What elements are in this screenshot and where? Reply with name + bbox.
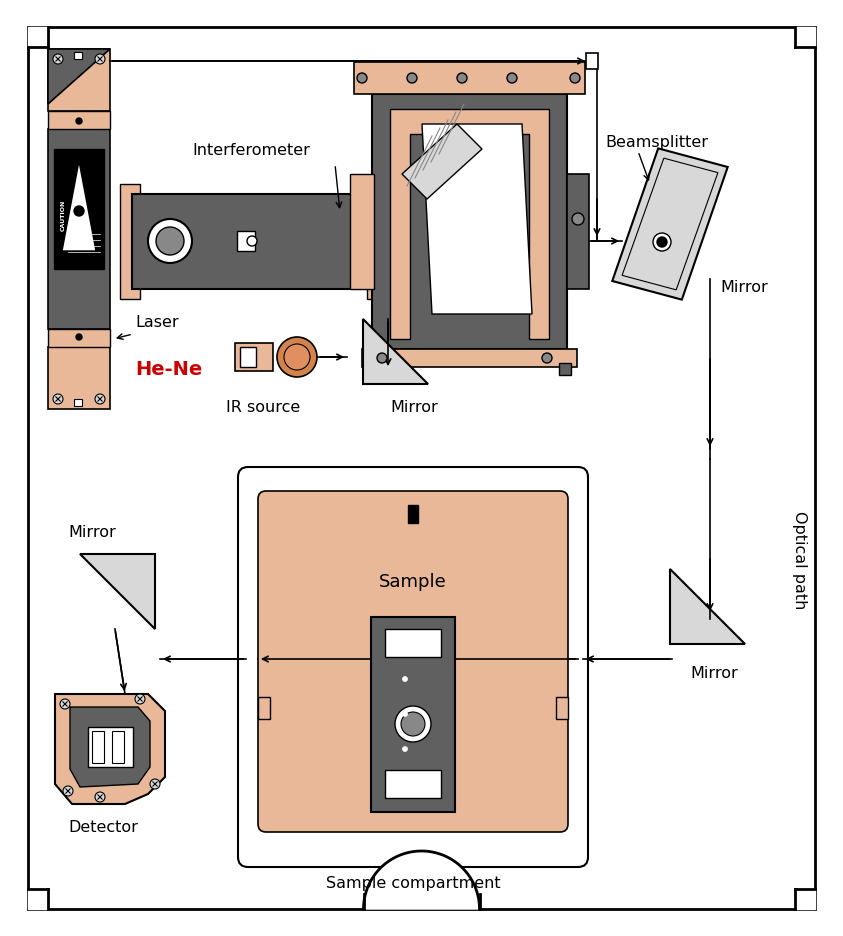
Text: Mirror: Mirror <box>720 280 768 295</box>
Bar <box>408 505 418 523</box>
Circle shape <box>402 677 407 681</box>
Bar <box>54 150 104 270</box>
Polygon shape <box>422 124 532 314</box>
Bar <box>112 731 124 763</box>
Circle shape <box>377 354 387 363</box>
Circle shape <box>148 220 192 264</box>
Polygon shape <box>612 149 728 300</box>
Circle shape <box>135 695 145 704</box>
Circle shape <box>401 712 425 737</box>
Polygon shape <box>48 50 110 105</box>
Bar <box>48 50 110 112</box>
Bar <box>371 618 455 812</box>
Bar <box>795 889 815 909</box>
Circle shape <box>60 699 70 709</box>
Circle shape <box>53 395 63 404</box>
Bar <box>354 63 585 95</box>
Text: Interferometer: Interferometer <box>192 143 310 158</box>
Bar <box>74 53 82 60</box>
Circle shape <box>402 747 407 752</box>
Circle shape <box>507 74 517 84</box>
Polygon shape <box>363 851 480 909</box>
Bar <box>567 175 589 289</box>
Polygon shape <box>402 124 482 199</box>
Circle shape <box>407 74 417 84</box>
Text: Mirror: Mirror <box>690 665 738 680</box>
Text: Beamsplitter: Beamsplitter <box>605 135 708 150</box>
Polygon shape <box>390 110 549 340</box>
Circle shape <box>74 207 84 217</box>
Bar <box>372 95 567 350</box>
Circle shape <box>95 55 105 65</box>
Bar <box>48 329 110 347</box>
Bar <box>132 195 372 289</box>
Circle shape <box>542 354 552 363</box>
Circle shape <box>150 779 160 789</box>
Bar <box>240 347 256 368</box>
Polygon shape <box>62 162 96 252</box>
Bar <box>586 54 598 70</box>
Circle shape <box>156 227 184 256</box>
Polygon shape <box>670 569 745 644</box>
Text: Mirror: Mirror <box>68 524 115 539</box>
Circle shape <box>95 395 105 404</box>
Circle shape <box>657 238 667 248</box>
Circle shape <box>53 55 63 65</box>
Text: Detector: Detector <box>68 819 138 834</box>
Bar <box>385 770 441 798</box>
Bar <box>48 347 110 410</box>
Bar <box>28 28 48 48</box>
Circle shape <box>76 119 82 124</box>
Text: IR source: IR source <box>226 400 300 415</box>
Text: CAUTION: CAUTION <box>61 199 66 230</box>
Polygon shape <box>80 554 155 629</box>
Text: Sample compartment: Sample compartment <box>325 875 500 890</box>
Circle shape <box>572 213 584 226</box>
Bar <box>48 112 110 130</box>
Circle shape <box>457 74 467 84</box>
Circle shape <box>395 707 431 742</box>
Polygon shape <box>55 695 165 804</box>
Circle shape <box>277 338 317 377</box>
Text: Sample: Sample <box>379 573 447 591</box>
Text: Optical path: Optical path <box>792 510 808 608</box>
Circle shape <box>402 711 407 717</box>
Bar <box>559 363 571 375</box>
Text: Laser: Laser <box>135 314 179 329</box>
Bar <box>350 175 374 289</box>
Bar <box>92 731 104 763</box>
Circle shape <box>357 74 367 84</box>
Polygon shape <box>70 708 150 787</box>
Circle shape <box>95 792 105 802</box>
FancyBboxPatch shape <box>258 491 568 832</box>
Bar <box>48 130 110 329</box>
FancyBboxPatch shape <box>238 467 588 867</box>
Circle shape <box>653 234 671 252</box>
Text: Mirror: Mirror <box>390 400 438 415</box>
Circle shape <box>570 74 580 84</box>
Bar <box>795 28 815 48</box>
Bar <box>237 232 255 252</box>
Bar <box>88 727 133 768</box>
Polygon shape <box>363 320 428 385</box>
Bar <box>385 629 441 657</box>
Circle shape <box>63 786 73 797</box>
Bar <box>556 697 568 719</box>
Bar <box>74 400 82 406</box>
Bar <box>362 350 577 368</box>
Bar <box>235 344 273 372</box>
Text: He-Ne: He-Ne <box>135 359 202 378</box>
Circle shape <box>76 335 82 341</box>
Circle shape <box>247 237 257 247</box>
Bar <box>120 184 140 300</box>
Circle shape <box>284 344 310 371</box>
Bar <box>367 184 387 300</box>
Bar <box>28 889 48 909</box>
Bar <box>258 697 270 719</box>
